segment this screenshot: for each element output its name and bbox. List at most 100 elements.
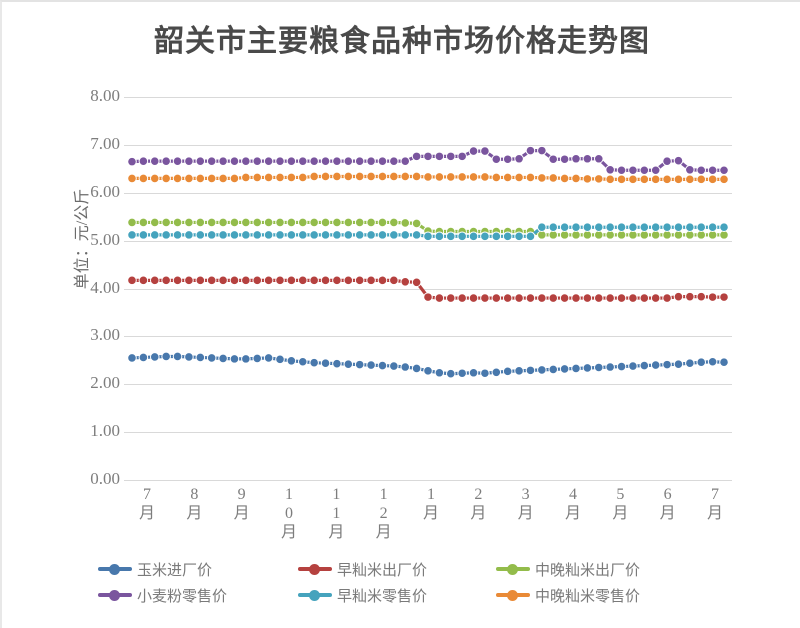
data-point xyxy=(696,174,707,185)
data-point xyxy=(445,172,456,182)
legend-label: 早籼米零售价 xyxy=(337,588,428,605)
gridline xyxy=(124,192,732,194)
y-tick-label: 8.00 xyxy=(90,86,120,105)
legend-item-早籼米零售价[interactable]: 早籼米零售价 xyxy=(298,584,427,606)
data-point xyxy=(195,352,206,363)
data-point xyxy=(514,153,524,164)
data-point xyxy=(138,217,149,228)
data-point xyxy=(559,293,570,303)
data-point xyxy=(297,217,308,228)
legend-item-小麦粉零售价[interactable]: 小麦粉零售价 xyxy=(98,584,227,606)
y-axis-tick-labels: 8.00 7.00 6.00 5.00 4.00 3.00 2.00 1.00 0.00 xyxy=(2,86,800,488)
data-point xyxy=(286,217,297,228)
data-point xyxy=(434,151,445,162)
chart-title: 韶关市主要粮食品种市场价格走势图 xyxy=(154,25,650,58)
data-point xyxy=(229,275,240,286)
data-point xyxy=(400,362,411,372)
data-point xyxy=(149,217,160,228)
legend-marker-icon xyxy=(496,562,530,576)
data-point xyxy=(263,275,274,286)
data-point xyxy=(252,353,263,364)
data-point xyxy=(309,275,319,286)
data-point xyxy=(605,222,615,233)
data-point xyxy=(252,172,263,183)
legend-item-玉米进厂价[interactable]: 玉米进厂价 xyxy=(98,558,212,580)
data-point xyxy=(468,231,479,242)
data-point xyxy=(184,230,194,240)
data-point xyxy=(571,293,581,303)
data-point xyxy=(275,275,285,286)
data-point xyxy=(332,171,342,182)
data-point xyxy=(628,361,638,371)
legend-item-中晚籼米出厂价[interactable]: 中晚籼米出厂价 xyxy=(496,558,640,580)
y-tick-label: 0.00 xyxy=(90,469,120,488)
data-point xyxy=(616,174,627,185)
data-point xyxy=(696,357,707,368)
legend-item-中晚籼米零售价[interactable]: 中晚籼米零售价 xyxy=(496,584,640,606)
data-point xyxy=(252,156,263,166)
data-point xyxy=(434,231,445,242)
data-point xyxy=(343,171,354,182)
data-point xyxy=(559,154,570,165)
data-point xyxy=(525,231,536,242)
data-point xyxy=(559,364,570,374)
data-point xyxy=(434,293,445,303)
data-point xyxy=(468,367,479,378)
series-中晚籼米零售价 xyxy=(127,171,729,185)
data-point xyxy=(662,359,672,370)
data-point xyxy=(514,172,524,183)
y-tick-label: 4.00 xyxy=(90,277,120,297)
data-point xyxy=(457,172,467,182)
gridline xyxy=(124,432,732,434)
data-point xyxy=(241,217,251,228)
data-point xyxy=(696,291,707,302)
data-point xyxy=(286,230,297,240)
data-point xyxy=(411,230,422,240)
data-point xyxy=(138,173,149,184)
data-point xyxy=(537,173,547,183)
data-point xyxy=(491,367,502,378)
data-point xyxy=(229,217,240,228)
data-point xyxy=(184,156,194,166)
data-point xyxy=(650,293,661,303)
data-point xyxy=(502,231,513,242)
data-point xyxy=(423,292,433,302)
y-tick-label: 2.00 xyxy=(90,373,120,393)
data-point xyxy=(320,275,331,286)
data-point xyxy=(593,153,604,164)
data-point xyxy=(172,275,183,286)
data-point xyxy=(377,156,388,166)
data-point xyxy=(719,357,729,368)
legend-item-早籼米出厂价[interactable]: 早籼米出厂价 xyxy=(298,558,427,580)
data-point xyxy=(673,155,684,166)
data-point xyxy=(149,230,160,240)
data-point xyxy=(343,359,354,369)
data-point xyxy=(593,222,604,233)
data-point xyxy=(241,275,251,286)
data-point xyxy=(525,145,536,156)
data-point xyxy=(377,275,388,286)
series-早籼米出厂价 xyxy=(127,275,729,303)
data-point xyxy=(184,217,194,228)
data-point xyxy=(434,367,445,378)
data-point xyxy=(332,217,342,228)
gridline xyxy=(124,336,732,338)
data-point xyxy=(537,365,547,375)
data-point xyxy=(400,171,411,182)
data-point xyxy=(377,230,388,240)
data-point xyxy=(445,151,456,162)
data-point xyxy=(206,156,217,166)
data-point xyxy=(389,217,399,228)
data-point xyxy=(616,165,627,176)
data-point xyxy=(514,293,524,303)
data-point xyxy=(480,172,490,182)
data-point xyxy=(127,173,137,184)
data-point xyxy=(491,172,502,183)
data-point xyxy=(662,222,672,233)
data-point xyxy=(241,156,251,166)
data-point xyxy=(468,146,479,156)
data-point xyxy=(423,231,433,242)
